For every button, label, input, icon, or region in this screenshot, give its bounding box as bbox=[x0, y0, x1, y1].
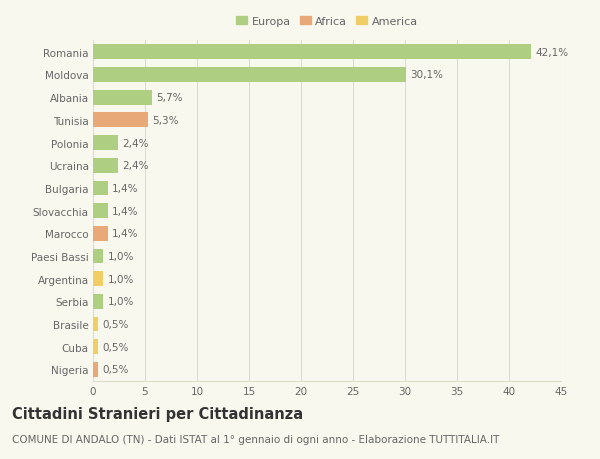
Bar bbox=[93, 158, 118, 173]
Bar bbox=[93, 136, 118, 151]
Bar bbox=[93, 113, 148, 128]
Bar bbox=[93, 362, 98, 377]
Bar bbox=[93, 90, 152, 105]
Text: 1,0%: 1,0% bbox=[107, 252, 134, 262]
Bar bbox=[93, 249, 103, 264]
Text: 2,4%: 2,4% bbox=[122, 161, 149, 171]
Text: Cittadini Stranieri per Cittadinanza: Cittadini Stranieri per Cittadinanza bbox=[12, 406, 303, 421]
Text: 1,0%: 1,0% bbox=[107, 274, 134, 284]
Bar bbox=[93, 226, 107, 241]
Bar bbox=[93, 181, 107, 196]
Legend: Europa, Africa, America: Europa, Africa, America bbox=[234, 14, 420, 29]
Bar bbox=[93, 317, 98, 332]
Text: 0,5%: 0,5% bbox=[103, 342, 129, 352]
Text: 42,1%: 42,1% bbox=[535, 48, 568, 58]
Text: 1,4%: 1,4% bbox=[112, 229, 138, 239]
Bar bbox=[93, 204, 107, 218]
Text: 30,1%: 30,1% bbox=[410, 70, 443, 80]
Bar bbox=[93, 68, 406, 83]
Bar bbox=[93, 294, 103, 309]
Text: 0,5%: 0,5% bbox=[103, 364, 129, 375]
Text: 1,4%: 1,4% bbox=[112, 206, 138, 216]
Bar bbox=[93, 272, 103, 286]
Text: COMUNE DI ANDALO (TN) - Dati ISTAT al 1° gennaio di ogni anno - Elaborazione TUT: COMUNE DI ANDALO (TN) - Dati ISTAT al 1°… bbox=[12, 434, 499, 444]
Text: 0,5%: 0,5% bbox=[103, 319, 129, 330]
Text: 5,3%: 5,3% bbox=[152, 116, 179, 126]
Text: 1,4%: 1,4% bbox=[112, 184, 138, 194]
Bar bbox=[93, 340, 98, 354]
Bar bbox=[93, 45, 531, 60]
Text: 2,4%: 2,4% bbox=[122, 138, 149, 148]
Text: 5,7%: 5,7% bbox=[157, 93, 183, 103]
Text: 1,0%: 1,0% bbox=[107, 297, 134, 307]
